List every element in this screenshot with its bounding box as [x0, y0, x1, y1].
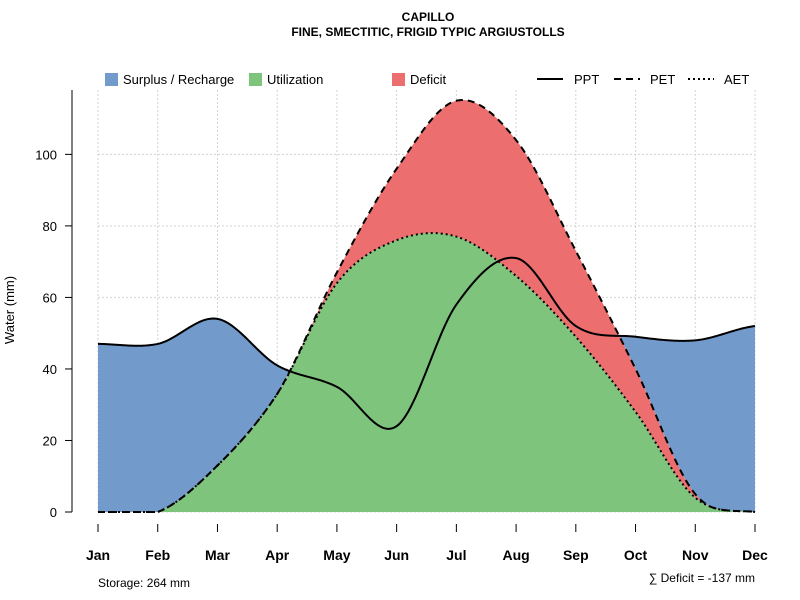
- x-tick-label-oct: Oct: [624, 547, 648, 563]
- area-deficit: [98, 100, 755, 512]
- area-surplus-recharge: [98, 100, 755, 512]
- y-tick-label-3: 60: [43, 290, 57, 305]
- legend-swatch-utilization: [249, 73, 262, 86]
- legend: Surplus / Recharge Utilization Deficit P…: [105, 72, 749, 87]
- x-tick-label-mar: Mar: [205, 547, 230, 563]
- y-tick-label-1: 20: [43, 433, 57, 448]
- legend-label-utilization: Utilization: [267, 72, 323, 87]
- x-tick-label-aug: Aug: [502, 547, 529, 563]
- x-tick-label-dec: Dec: [742, 547, 768, 563]
- x-tick-label-feb: Feb: [145, 547, 170, 563]
- legend-label-surplus: Surplus / Recharge: [123, 72, 234, 87]
- x-tick-label-jul: Jul: [446, 547, 466, 563]
- axes: 0 20 40 60 80 100 Jan Feb Mar Apr May Jun Jul Aug Sep O…: [35, 90, 768, 563]
- y-tick-label-4: 80: [43, 219, 57, 234]
- series-line-pet: [98, 98, 756, 513]
- x-tick-label-sep: Sep: [563, 547, 589, 563]
- series-lines: [97, 98, 756, 513]
- legend-label-deficit: Deficit: [410, 72, 447, 87]
- chart-title: CAPILLO: [402, 10, 455, 24]
- y-tick-label-2: 40: [43, 362, 57, 377]
- series-line-ppt: [97, 256, 756, 430]
- y-tick-label-0: 0: [50, 505, 57, 520]
- deficit-annotation: ∑ Deficit = -137 mm: [649, 571, 755, 585]
- x-tick-label-apr: Apr: [265, 547, 290, 563]
- y-axis-label: Water (mm): [2, 276, 17, 344]
- legend-label-ppt: PPT: [574, 72, 599, 87]
- x-tick-label-may: May: [323, 547, 350, 563]
- x-tick-label-nov: Nov: [682, 547, 709, 563]
- chart-subtitle: FINE, SMECTITIC, FRIGID TYPIC ARGIUSTOLL…: [291, 25, 564, 39]
- y-tick-label-5: 100: [35, 147, 57, 162]
- legend-swatch-deficit: [392, 73, 405, 86]
- legend-label-pet: PET: [650, 72, 675, 87]
- legend-swatch-surplus: [105, 73, 118, 86]
- x-tick-label-jan: Jan: [86, 547, 110, 563]
- legend-label-aet: AET: [724, 72, 749, 87]
- storage-annotation: Storage: 264 mm: [98, 576, 190, 590]
- area-fills: [98, 100, 755, 512]
- x-tick-label-jun: Jun: [384, 547, 409, 563]
